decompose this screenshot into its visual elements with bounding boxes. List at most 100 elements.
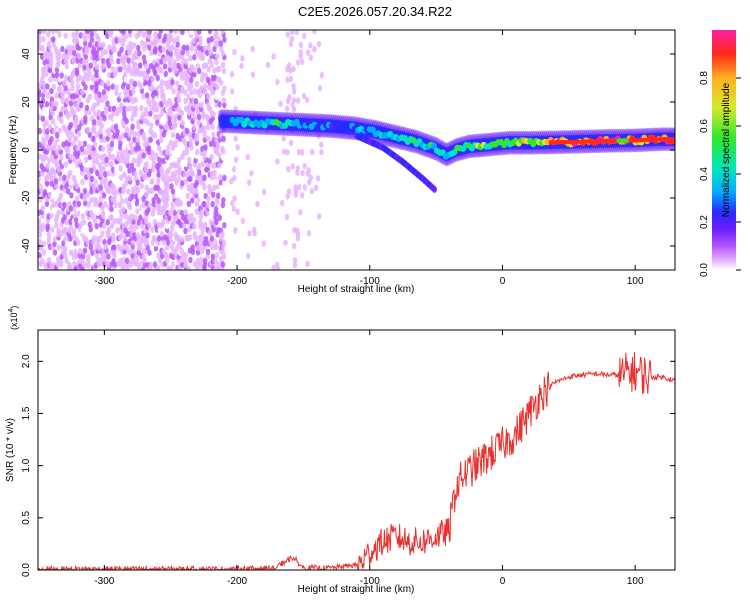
noise-speckle: [291, 83, 296, 90]
noise-speckle: [214, 210, 219, 217]
ridge-peak-segment: [558, 140, 562, 145]
noise-speckle: [319, 141, 324, 148]
noise-speckle: [294, 30, 300, 36]
noise-speckle: [222, 36, 227, 43]
noise-speckle: [106, 226, 112, 233]
noise-speckle: [112, 244, 117, 251]
noise-speckle: [152, 261, 158, 268]
ridge-peak-segment: [560, 140, 564, 145]
noise-speckle: [152, 132, 158, 139]
noise-speckle: [119, 102, 124, 109]
noise-speckle: [147, 222, 152, 229]
noise-speckle: [57, 127, 62, 135]
noise-speckle: [176, 105, 181, 113]
noise-speckle: [315, 175, 321, 182]
noise-speckle: [115, 227, 120, 234]
noise-speckle: [222, 85, 227, 92]
noise-speckle: [114, 89, 119, 96]
noise-speckle: [75, 88, 80, 96]
noise-speckle: [232, 195, 237, 202]
noise-speckle: [45, 83, 50, 90]
noise-speckle: [201, 119, 207, 126]
noise-speckle: [147, 30, 152, 35]
noise-speckle: [199, 256, 204, 263]
noise-speckle: [169, 243, 175, 251]
noise-speckle: [184, 149, 190, 156]
noise-speckle: [90, 75, 96, 82]
noise-speckle: [261, 188, 267, 196]
noise-speckle: [138, 62, 143, 69]
noise-speckle: [203, 144, 208, 151]
noise-speckle: [218, 40, 223, 47]
noise-speckle: [229, 88, 235, 95]
noise-speckle: [54, 222, 59, 229]
noise-speckle: [45, 128, 50, 135]
noise-speckle: [44, 101, 50, 108]
noise-speckle: [178, 200, 184, 207]
noise-speckle: [153, 81, 158, 88]
noise-speckle: [296, 35, 301, 43]
noise-speckle: [176, 48, 182, 56]
noise-speckle: [281, 135, 286, 142]
noise-speckle: [76, 149, 81, 157]
noise-speckle: [82, 247, 88, 254]
noise-speckle: [121, 256, 126, 263]
noise-speckle: [74, 30, 80, 34]
noise-speckle: [94, 32, 100, 40]
noise-speckle: [181, 44, 187, 51]
noise-speckle: [147, 249, 152, 256]
chart-title: C2E5.2026.057.20.34.R22: [298, 4, 452, 19]
noise-speckle: [292, 261, 298, 269]
noise-speckle: [60, 45, 65, 53]
noise-speckle: [200, 54, 206, 62]
ridge-peak-segment: [566, 140, 570, 145]
noise-speckle: [112, 71, 118, 78]
noise-speckle: [66, 88, 72, 95]
noise-speckle: [135, 232, 140, 239]
ridge-peak-segment: [656, 137, 660, 142]
noise-speckle: [151, 161, 157, 168]
noise-speckle: [202, 127, 207, 134]
noise-speckle: [62, 126, 68, 133]
noise-speckle: [45, 162, 50, 170]
noise-speckle: [211, 191, 216, 199]
noise-speckle: [171, 88, 176, 95]
noise-speckle: [123, 76, 128, 83]
noise-speckle: [202, 132, 207, 139]
noise-speckle: [285, 105, 290, 112]
noise-speckle: [131, 42, 137, 49]
noise-speckle: [42, 188, 48, 196]
noise-speckle: [155, 74, 160, 82]
noise-speckle: [292, 257, 298, 264]
noise-speckle: [52, 236, 58, 243]
spectrogram-x-tick-label: 0: [500, 276, 506, 287]
colorbar-tick-label: 0.8: [699, 71, 710, 85]
noise-speckle: [145, 74, 150, 82]
noise-speckle: [202, 153, 207, 161]
noise-speckle: [300, 149, 305, 156]
noise-speckle: [229, 70, 235, 78]
noise-speckle: [68, 121, 74, 129]
noise-speckle: [161, 92, 166, 100]
snr-x-tick-label: -200: [227, 576, 247, 587]
ridge-peak-segment: [576, 139, 580, 144]
noise-speckle: [105, 219, 110, 226]
noise-speckle: [72, 49, 77, 56]
noise-speckle: [197, 169, 202, 176]
noise-speckle: [97, 110, 102, 117]
noise-speckle: [144, 166, 149, 173]
noise-speckle: [48, 76, 53, 83]
noise-speckle: [135, 44, 141, 52]
noise-speckle: [73, 217, 79, 224]
noise-speckle: [54, 119, 60, 127]
noise-speckle: [148, 110, 153, 117]
noise-speckle: [139, 223, 145, 230]
noise-speckle: [55, 40, 60, 48]
noise-speckle: [71, 31, 76, 38]
noise-speckle: [289, 30, 295, 36]
noise-speckle: [183, 89, 188, 96]
noise-speckle: [74, 222, 80, 229]
noise-speckle: [165, 222, 170, 230]
noise-speckle: [158, 188, 163, 196]
